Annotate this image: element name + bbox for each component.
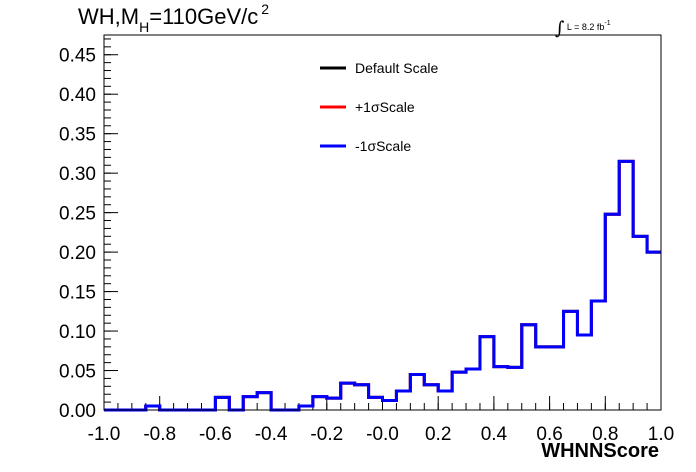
luminosity-text: L = 8.2 fb <box>566 22 605 32</box>
title-main: WH,M <box>78 4 140 29</box>
x-axis-label: WHNNScore <box>541 440 659 462</box>
y-tick-label: 0.45 <box>59 46 96 67</box>
plot-frame <box>103 34 662 411</box>
x-tick-label: 0.4 <box>481 424 508 445</box>
y-tick-label: 0.40 <box>59 85 96 106</box>
y-tick-label: 0.15 <box>59 283 96 304</box>
series-line-1 <box>104 159 661 412</box>
x-tick-label: 0.2 <box>425 424 451 445</box>
y-tick-label: 0.05 <box>59 362 96 383</box>
x-tick-label: -0.2 <box>310 424 343 445</box>
series-line-0 <box>104 159 661 412</box>
series-line-2 <box>104 159 661 412</box>
integral-symbol: ∫ <box>555 18 565 39</box>
legend: Default Scale +1σScale -1σScale <box>320 60 438 154</box>
y-tick-label: 0.35 <box>59 125 96 146</box>
title-superscript: 2 <box>261 1 270 17</box>
x-tick-label: 1.0 <box>648 424 674 445</box>
x-tick-label: -0.8 <box>143 424 176 445</box>
legend-label-2: -1σScale <box>355 138 411 154</box>
plot-title: WH,MH=110GeV/c 2 <box>78 1 270 35</box>
y-tick-label: 0.25 <box>59 204 96 225</box>
y-tick-label: 0.10 <box>59 322 96 343</box>
luminosity-label: ∫ L = 8.2 fb-1 <box>555 14 611 39</box>
axes-layer: 0.00 0.05 0.10 0.15 0.20 0.25 0.30 0.35 0.40 0.45… <box>59 38 674 445</box>
y-tick-label: 0.20 <box>59 243 96 264</box>
x-tick-label: -0.0 <box>366 424 399 445</box>
y-tick-label: 0.00 <box>59 401 96 422</box>
series-layer <box>104 159 661 412</box>
x-tick-label: -1.0 <box>88 424 121 445</box>
x-tick-label: 0.6 <box>536 424 562 445</box>
title-rest: =110GeV/c <box>149 4 259 29</box>
x-tick-label: 0.8 <box>592 424 618 445</box>
legend-label-0: Default Scale <box>355 60 438 76</box>
legend-label-1: +1σScale <box>355 99 415 115</box>
luminosity-superscript: -1 <box>604 20 611 27</box>
x-tick-label: -0.6 <box>199 424 232 445</box>
y-tick-label: 0.30 <box>59 164 96 185</box>
x-tick-label: -0.4 <box>255 424 288 445</box>
title-subscript: H <box>139 19 150 35</box>
